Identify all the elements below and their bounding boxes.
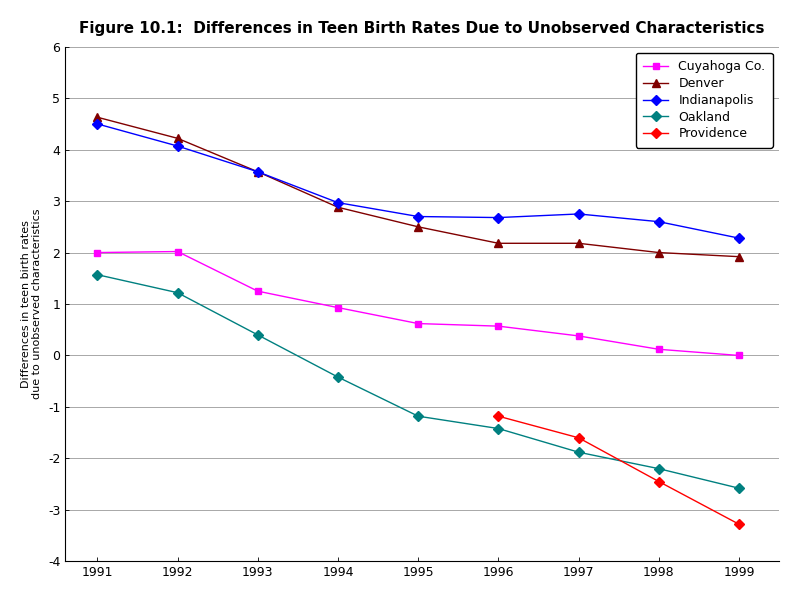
Line: Oakland: Oakland [94, 271, 742, 492]
Denver [93, 113, 102, 121]
Indianapolis [574, 211, 583, 218]
Providence [654, 478, 664, 485]
Oakland [734, 485, 744, 492]
Y-axis label: Differences in teen birth rates
due to unobserved characteristics: Differences in teen birth rates due to u… [21, 209, 42, 399]
Indianapolis [494, 214, 503, 221]
Oakland [93, 271, 102, 278]
Providence [734, 521, 744, 528]
Cuyahoga Co. [734, 352, 744, 359]
Cuyahoga Co. [333, 304, 342, 311]
Indianapolis [93, 121, 102, 128]
Cuyahoga Co. [574, 332, 583, 340]
Line: Providence: Providence [495, 413, 742, 528]
Denver [574, 239, 583, 247]
Cuyahoga Co. [494, 323, 503, 330]
Oakland [494, 425, 503, 432]
Oakland [414, 413, 423, 420]
Cuyahoga Co. [654, 346, 664, 353]
Title: Figure 10.1:  Differences in Teen Birth Rates Due to Unobserved Characteristics: Figure 10.1: Differences in Teen Birth R… [79, 21, 765, 36]
Denver [734, 253, 744, 260]
Indianapolis [333, 199, 342, 206]
Cuyahoga Co. [414, 320, 423, 327]
Cuyahoga Co. [253, 287, 262, 295]
Denver [333, 203, 342, 211]
Oakland [253, 331, 262, 338]
Providence [494, 413, 503, 420]
Line: Denver: Denver [93, 113, 743, 261]
Denver [414, 223, 423, 230]
Indianapolis [173, 142, 182, 149]
Indianapolis [734, 235, 744, 242]
Providence [574, 434, 583, 442]
Denver [253, 168, 262, 175]
Indianapolis [414, 213, 423, 220]
Oakland [173, 289, 182, 296]
Oakland [333, 373, 342, 380]
Line: Cuyahoga Co.: Cuyahoga Co. [94, 248, 742, 359]
Legend: Cuyahoga Co., Denver, Indianapolis, Oakland, Providence: Cuyahoga Co., Denver, Indianapolis, Oakl… [636, 53, 773, 148]
Indianapolis [253, 168, 262, 175]
Indianapolis [654, 218, 664, 225]
Denver [654, 249, 664, 256]
Oakland [574, 449, 583, 456]
Cuyahoga Co. [93, 249, 102, 256]
Cuyahoga Co. [173, 248, 182, 255]
Denver [494, 239, 503, 247]
Oakland [654, 465, 664, 472]
Denver [173, 135, 182, 142]
Line: Indianapolis: Indianapolis [94, 121, 742, 242]
